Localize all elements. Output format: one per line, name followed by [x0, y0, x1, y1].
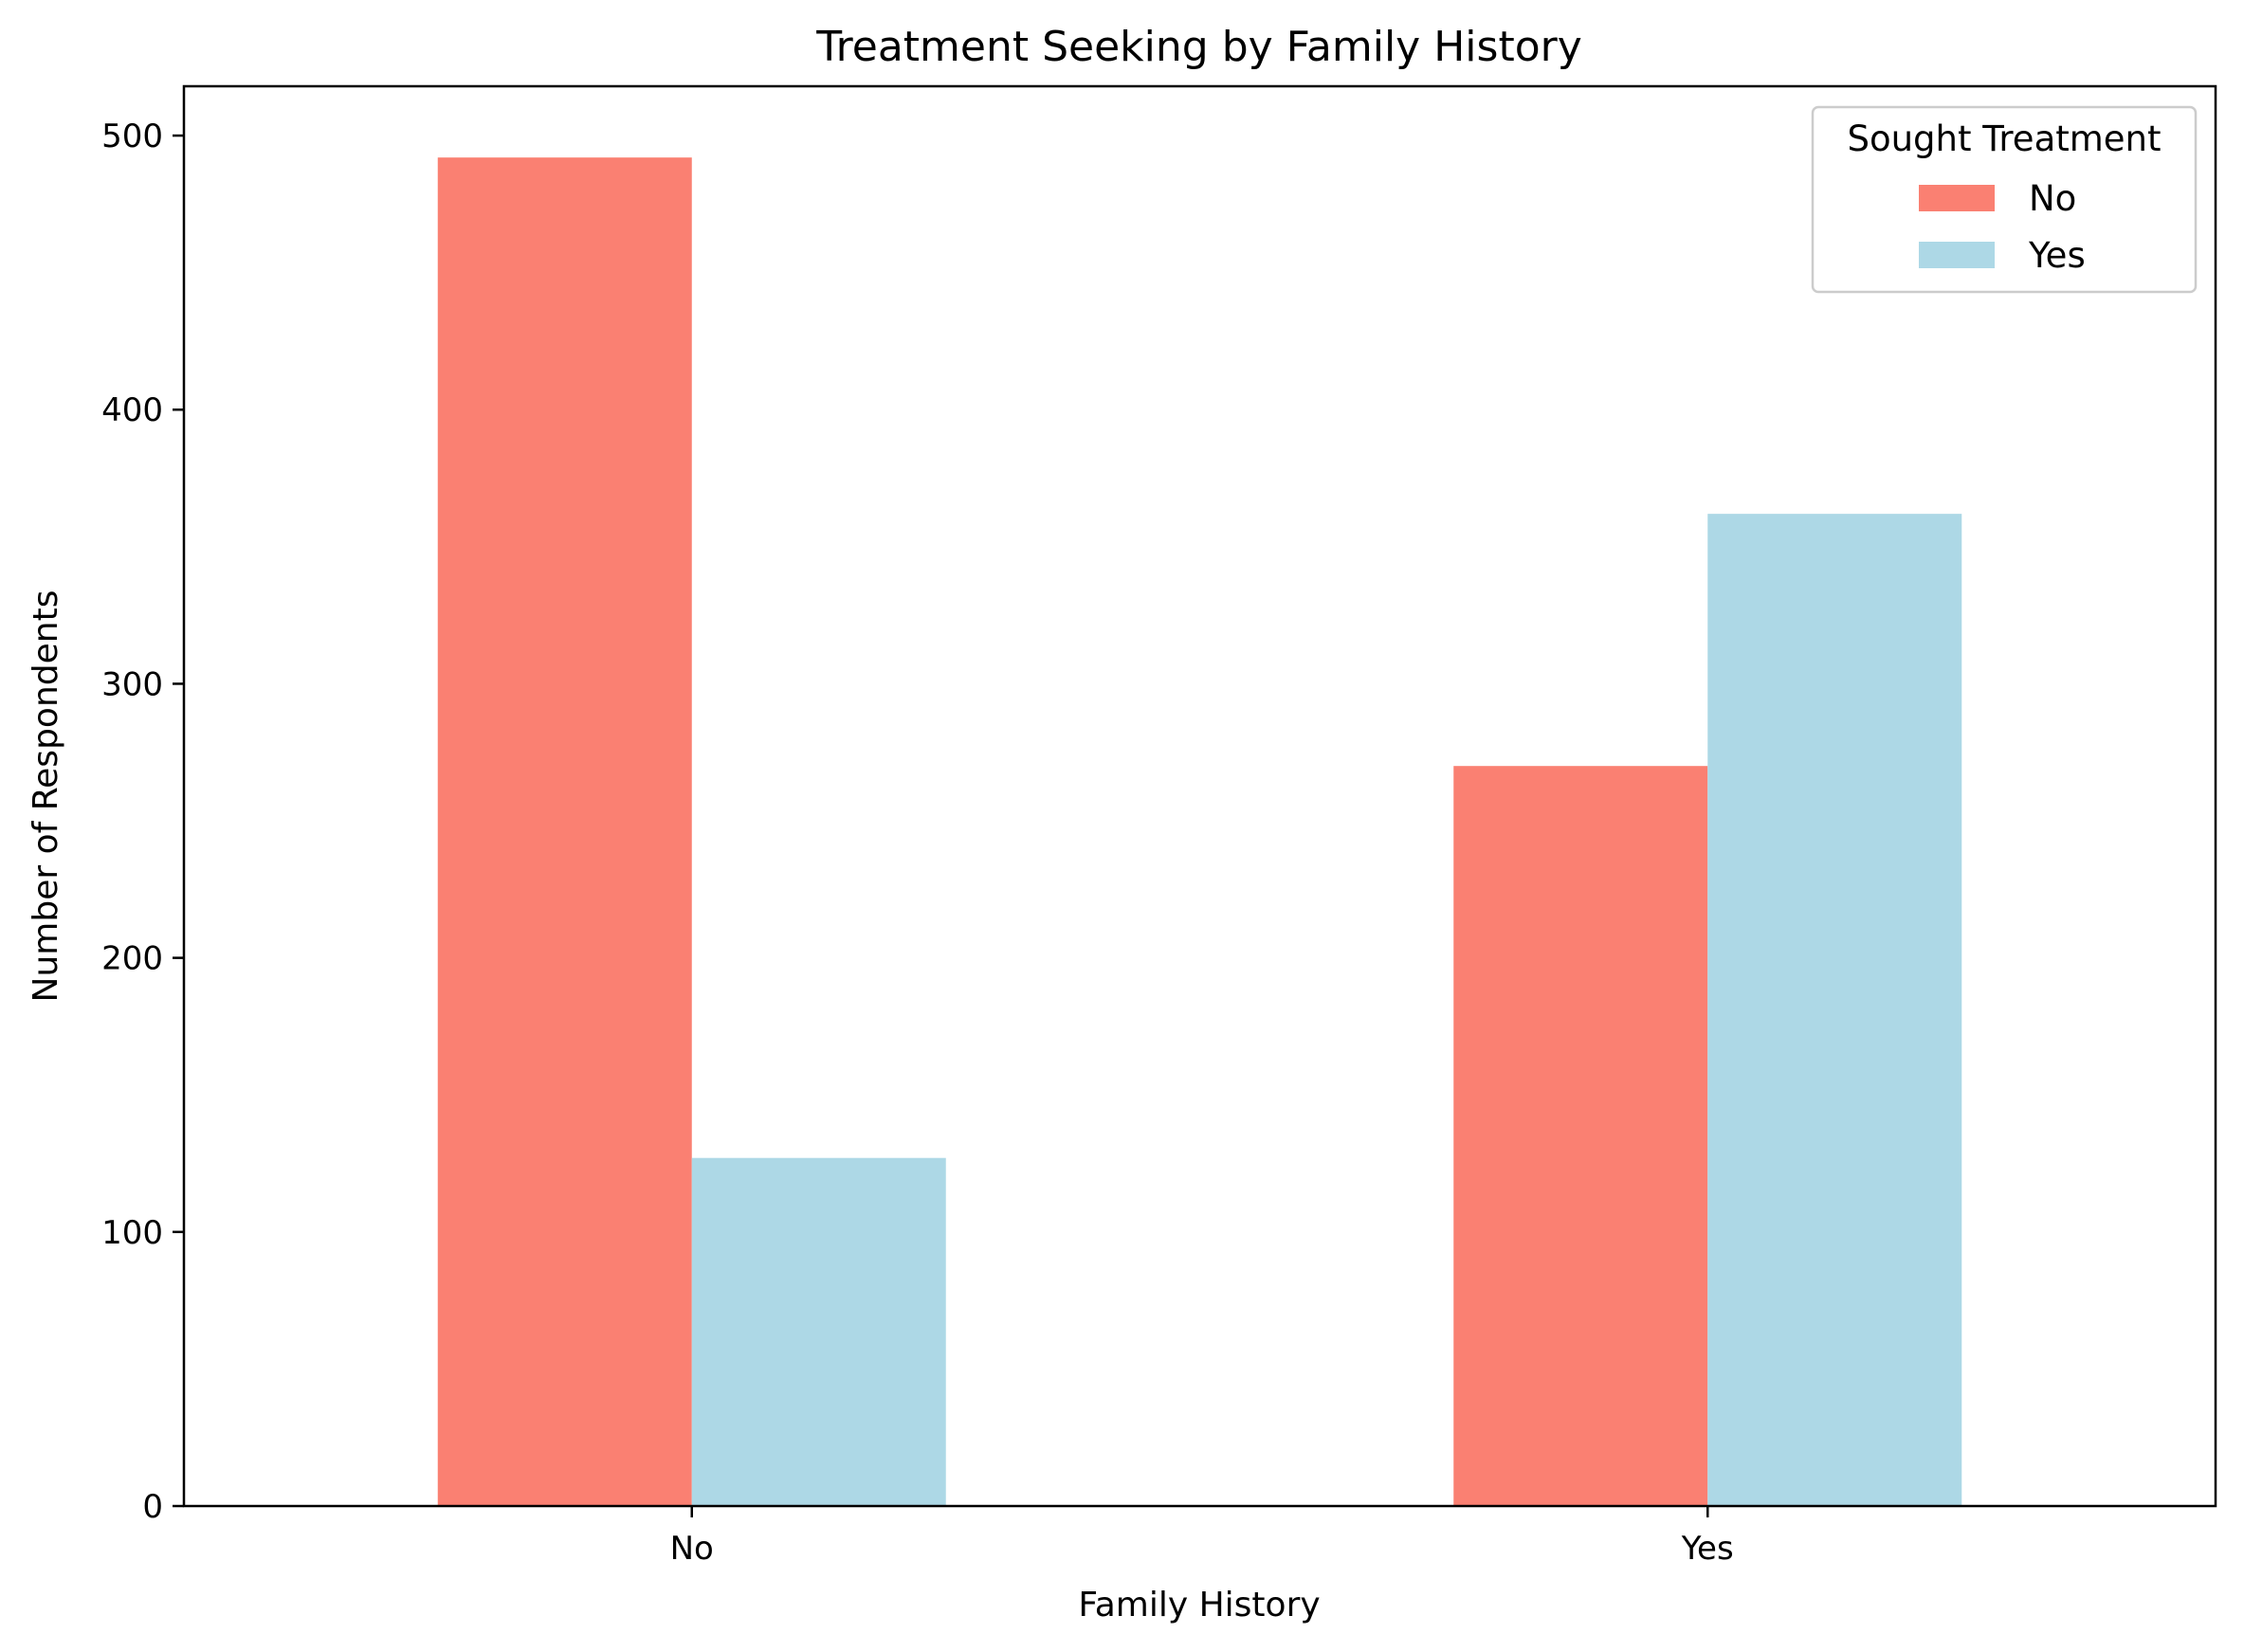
plot-frame: [182, 84, 2217, 1508]
x-tick-label: No: [670, 1530, 714, 1568]
bar-yes-no: [1453, 766, 1708, 1506]
bars-layer: [437, 157, 1962, 1506]
bar-no-yes: [691, 1157, 946, 1506]
x-tick-label: Yes: [1681, 1530, 1734, 1568]
legend-swatch-no: [1919, 185, 1995, 211]
y-axis-label: Number of Respondents: [27, 590, 65, 1003]
y-tick-label: 400: [101, 391, 163, 429]
bar-no-no: [437, 157, 692, 1506]
y-tick-label: 500: [101, 118, 163, 155]
legend: Sought Treatment No Yes: [1811, 105, 2198, 294]
legend-label-yes: Yes: [2028, 235, 2086, 276]
x-axis-label: Family History: [1078, 1586, 1320, 1625]
legend-title: Sought Treatment: [1847, 118, 2161, 159]
y-tick-label: 200: [101, 940, 163, 978]
legend-swatch-yes: [1919, 242, 1995, 268]
chart-title: Treatment Seeking by Family History: [815, 23, 1582, 71]
y-tick-label: 300: [101, 665, 163, 703]
legend-label-no: No: [2029, 178, 2076, 219]
y-tick-label: 0: [142, 1488, 163, 1526]
x-axis: No Yes: [670, 1506, 1734, 1568]
y-axis: 0 100 200 300 400 500: [101, 118, 184, 1526]
bar-yes-yes: [1707, 514, 1962, 1506]
legend-frame: [1811, 105, 2198, 294]
y-tick-label: 100: [101, 1214, 163, 1252]
